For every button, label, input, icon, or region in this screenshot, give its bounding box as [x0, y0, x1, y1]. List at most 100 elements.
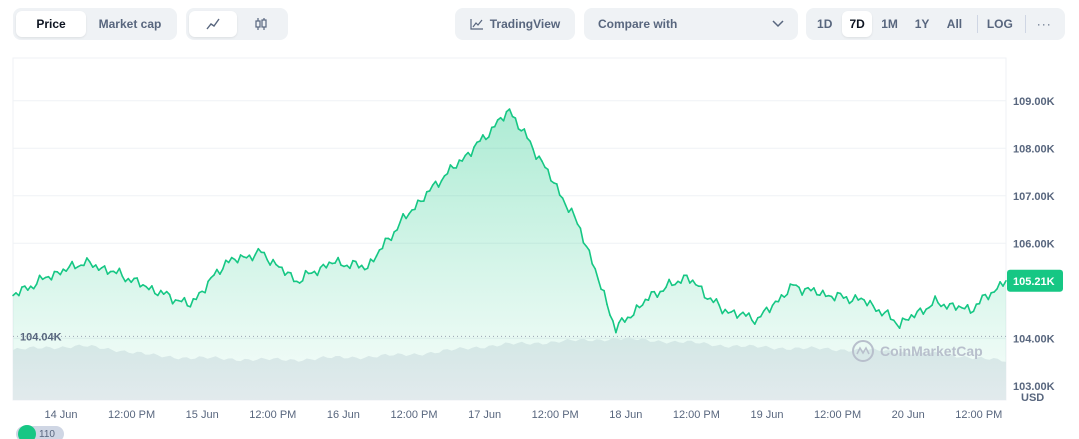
price-segment-up	[851, 294, 857, 302]
price-marketcap-toggle: Price Market cap	[13, 8, 177, 40]
chart-type-toggle	[186, 8, 288, 40]
range-1y[interactable]: 1Y	[914, 17, 930, 31]
price-segment-up	[529, 140, 534, 151]
range-7d[interactable]: 7D	[842, 11, 872, 37]
range-1d[interactable]: 1D	[817, 17, 833, 31]
price-segment-up	[446, 164, 452, 175]
price-segment-up	[872, 304, 877, 313]
price-segment-up	[656, 290, 662, 299]
price-segment-up	[89, 261, 94, 269]
price-segment-up	[564, 204, 570, 213]
price-segment-up	[337, 256, 342, 266]
price-segment-up	[691, 279, 697, 286]
price-segment-up	[606, 303, 611, 316]
price-segment-up	[269, 258, 274, 266]
price-segment-up	[700, 285, 706, 299]
price-segment-up	[768, 304, 774, 314]
candlestick-chart-button[interactable]	[237, 11, 285, 37]
price-segment-up	[555, 183, 561, 196]
price-segment-up	[931, 295, 936, 306]
price-segment-up	[863, 299, 868, 307]
price-segment-up	[1002, 279, 1007, 287]
price-segment-up	[301, 269, 307, 282]
price-segment-up	[641, 298, 647, 306]
price-segment-up	[680, 274, 685, 284]
compare-with-select[interactable]: Compare with	[584, 8, 798, 40]
price-segment-up	[523, 128, 529, 139]
price-segment-up	[532, 148, 537, 160]
y-axis-unit: USD	[1021, 392, 1044, 404]
price-segment-up	[118, 267, 124, 277]
time-range-selector: 1D 7D 1M 1Y All LOG ···	[806, 8, 1065, 40]
price-segment-up	[189, 297, 195, 308]
price-segment-up	[440, 175, 446, 182]
price-segment-up	[508, 108, 514, 118]
coinmarketcap-logo-mark	[856, 346, 870, 355]
price-segment-up	[18, 286, 23, 297]
price-segment-up	[254, 247, 260, 256]
price-segment-up	[219, 268, 224, 276]
price-segment-up	[878, 309, 883, 317]
chart-toolbar: Price Market cap TradingView Compare wit…	[0, 0, 1079, 50]
price-segment-up	[183, 296, 189, 307]
more-options-button[interactable]: ···	[1036, 17, 1052, 31]
coinmarketcap-watermark: CoinMarketCap	[852, 340, 983, 362]
log-scale-toggle[interactable]: LOG	[986, 17, 1013, 31]
price-segment-up	[966, 303, 972, 314]
price-segment-up	[591, 262, 597, 270]
price-segment-up	[839, 292, 845, 299]
x-tick-label: 12:00 PM	[673, 409, 720, 421]
price-segment-up	[668, 278, 673, 287]
price-segment-up	[272, 258, 277, 266]
line-chart-button[interactable]	[189, 11, 237, 37]
tab-market-cap[interactable]: Market cap	[98, 17, 162, 31]
price-segment-up	[907, 314, 913, 321]
price-segment-up	[502, 110, 508, 122]
price-segment-up	[375, 249, 381, 257]
price-segment-up	[576, 223, 582, 229]
price-segment-up	[354, 260, 360, 269]
price-segment-up	[83, 257, 88, 267]
price-segment-up	[777, 294, 783, 303]
range-all[interactable]: All	[946, 17, 963, 31]
price-segment-up	[316, 266, 322, 277]
price-segment-up	[653, 290, 659, 299]
price-segment-up	[845, 295, 851, 305]
price-segment-up	[405, 213, 410, 220]
price-segment-up	[38, 274, 44, 281]
price-segment-up	[26, 285, 32, 292]
price-segment-up	[813, 287, 818, 296]
range-divider-2	[1024, 15, 1026, 33]
price-segment-up	[946, 302, 951, 310]
range-1m[interactable]: 1M	[881, 17, 898, 31]
price-segment-up	[615, 322, 620, 334]
price-segment-up	[647, 291, 653, 302]
price-segment-up	[281, 266, 286, 277]
x-tick-label: 12:00 PM	[249, 409, 296, 421]
price-segment-up	[934, 295, 939, 304]
price-segment-up	[86, 257, 91, 263]
price-segment-up	[470, 146, 475, 157]
price-segment-up	[372, 255, 378, 263]
price-segment-up	[718, 304, 724, 315]
price-segment-up	[547, 168, 552, 182]
price-segment-up	[632, 304, 638, 316]
x-tick-label: 18 Jun	[609, 409, 642, 421]
x-tick-label: 12:00 PM	[532, 409, 579, 421]
price-segment-up	[360, 264, 366, 271]
price-segment-up	[709, 297, 715, 304]
price-segment-up	[251, 253, 257, 262]
price-segment-up	[325, 261, 331, 269]
price-segment-up	[721, 308, 727, 315]
price-segment-up	[50, 270, 56, 281]
price-segment-up	[366, 258, 372, 270]
price-segment-up	[833, 291, 839, 302]
tab-price[interactable]: Price	[16, 11, 86, 37]
price-segment-up	[612, 320, 617, 334]
y-tick-label: 108.00K	[1013, 143, 1055, 155]
notification-badge[interactable]: 110	[16, 425, 64, 439]
tradingview-button[interactable]: TradingView	[455, 8, 575, 40]
price-segment-up	[866, 299, 871, 307]
price-segment-up	[390, 231, 396, 242]
